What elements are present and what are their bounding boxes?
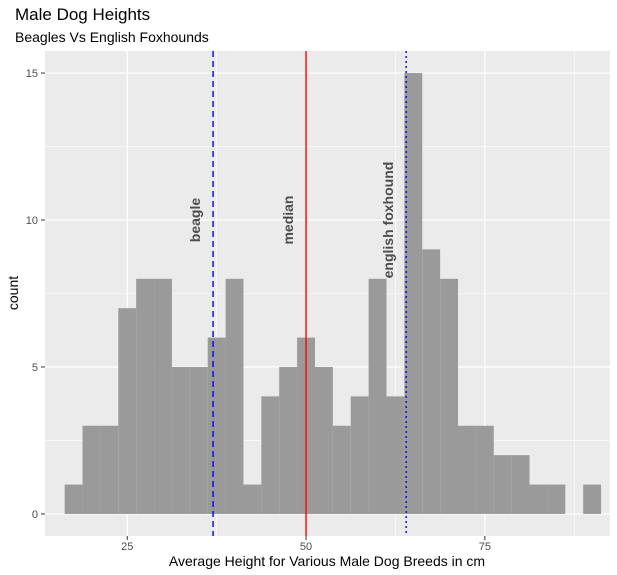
reference-line-label: beagle	[187, 198, 203, 243]
histogram-bar	[154, 278, 172, 514]
histogram-bar	[332, 425, 351, 514]
histogram-bar	[243, 484, 262, 514]
histogram-bar	[511, 455, 530, 514]
histogram-bar	[529, 484, 548, 514]
x-tick-label: 25	[121, 541, 133, 553]
histogram-bar	[225, 278, 244, 514]
histogram-bar	[64, 484, 83, 514]
x-tick-label: 75	[479, 541, 491, 553]
histogram-bar	[189, 366, 208, 514]
x-tick-label: 50	[300, 541, 312, 553]
histogram-bar	[583, 484, 602, 514]
histogram-bar	[279, 366, 298, 514]
histogram-bar	[368, 278, 387, 514]
histogram-bar	[207, 337, 226, 514]
histogram-bar	[350, 396, 369, 514]
y-tick-label: 15	[26, 68, 38, 80]
y-tick-label: 10	[26, 215, 38, 227]
histogram-bar	[386, 396, 405, 514]
histogram-bar	[458, 425, 476, 514]
histogram-bar	[100, 425, 119, 514]
histogram-bar	[82, 425, 101, 514]
histogram-bar	[136, 278, 155, 514]
axis-ticks: 25 50 75 0 5 10 15	[26, 68, 491, 553]
y-tick-label: 0	[32, 509, 38, 521]
reference-line-label: median	[280, 196, 296, 245]
histogram-bar	[440, 278, 459, 514]
histogram-bar	[404, 73, 423, 514]
histogram-bar	[261, 396, 280, 514]
reference-lines: beagle median english foxhound	[187, 51, 407, 536]
y-tick-label: 5	[32, 362, 38, 374]
histogram-bar	[493, 455, 512, 514]
chart-title: Male Dog Heights	[15, 5, 151, 24]
reference-line-label: english foxhound	[380, 162, 396, 279]
histogram-bar	[314, 366, 333, 514]
histogram-bar	[547, 484, 566, 514]
histogram-bar	[171, 366, 190, 514]
histogram-bar	[422, 249, 441, 514]
histogram-bar	[118, 308, 137, 514]
x-axis-title: Average Height for Various Male Dog Bree…	[169, 553, 485, 569]
histogram-bar	[475, 425, 494, 514]
y-axis-title: count	[5, 276, 21, 310]
chart-subtitle: Beagles Vs English Foxhounds	[15, 29, 209, 45]
bars	[64, 73, 602, 514]
